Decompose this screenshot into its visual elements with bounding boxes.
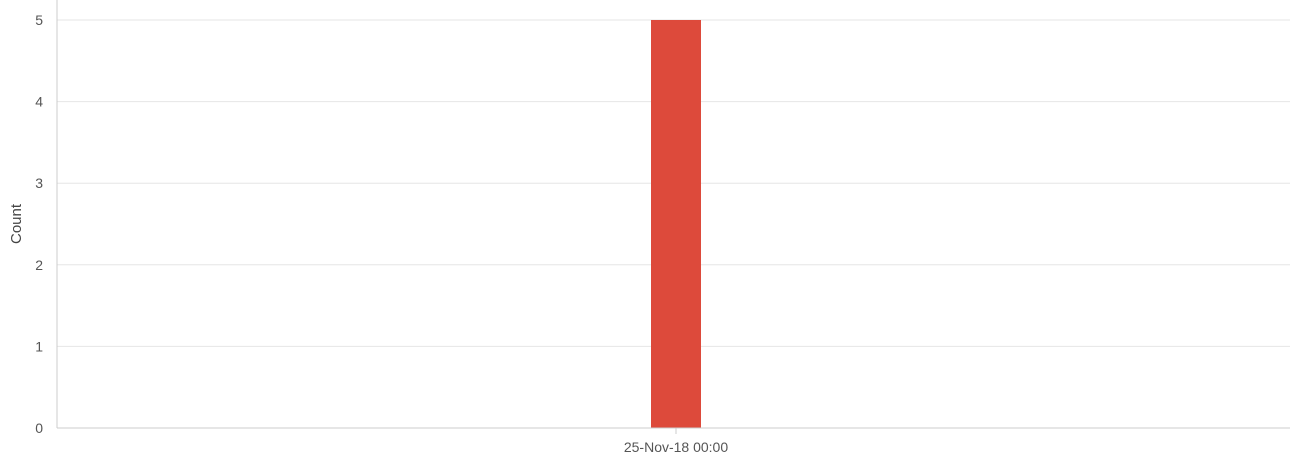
y-tick-label: 1 <box>35 338 43 354</box>
x-axis-ticks: 25-Nov-18 00:00 <box>624 428 729 455</box>
y-tick-label: 0 <box>35 420 43 436</box>
y-tick-label: 4 <box>35 94 43 110</box>
bars <box>651 20 701 428</box>
y-axis-title: Count <box>8 203 25 244</box>
x-tick-label: 25-Nov-18 00:00 <box>624 439 729 455</box>
y-tick-label: 5 <box>35 12 43 28</box>
y-axis-ticks: 0 1 2 3 4 5 <box>35 12 43 436</box>
y-tick-label: 3 <box>35 175 43 191</box>
bar[interactable] <box>651 20 701 428</box>
y-tick-label: 2 <box>35 257 43 273</box>
